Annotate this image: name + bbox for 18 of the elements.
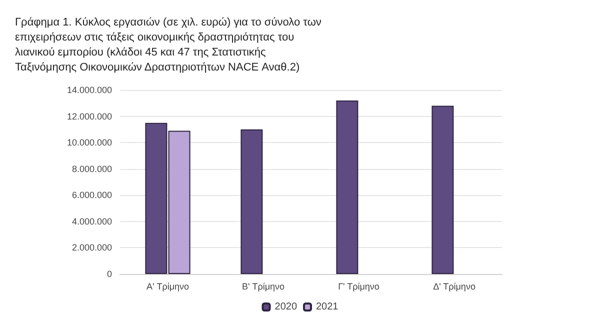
chart-title: Γράφημα 1. Κύκλος εργασιών (σε χιλ. ευρώ) για το σύνολο των επιχειρήσεων στις τάξεις οικονομικής δραστηριότητας του λιανικού εμπορίου (κλάδοι 45 και 47 της Στατιστικής Ταξινόμησης Οικονομικών Δραστηριοτήτων NACE Αναθ.2) [15, 16, 324, 74]
x-tick-label: A' Τρίμηνο [146, 282, 190, 292]
y-tick-label: 8.000.000 [72, 164, 112, 174]
y-tick-label: 4.000.000 [72, 216, 112, 226]
y-tick-label: 0 [106, 269, 112, 279]
y-tick-label: 2.000.000 [72, 242, 112, 253]
x-tick-label: Δ' Τρίμηνο [433, 282, 476, 292]
y-tick-label: 12.000.000 [66, 111, 112, 122]
y-tick-label: 10.000.000 [66, 138, 112, 148]
y-tick-label: 6.000.000 [72, 190, 112, 200]
legend-label: 2020 [274, 302, 298, 312]
bar [240, 129, 263, 274]
legend-label: 2021 [316, 302, 339, 312]
y-tick-label: 14.000.000 [66, 85, 112, 95]
bar [336, 100, 358, 274]
x-tick-label: Γ' Τρίμηνο [338, 282, 380, 292]
x-tick-label: B' Τρίμηνο [242, 282, 285, 292]
bar [432, 106, 454, 274]
